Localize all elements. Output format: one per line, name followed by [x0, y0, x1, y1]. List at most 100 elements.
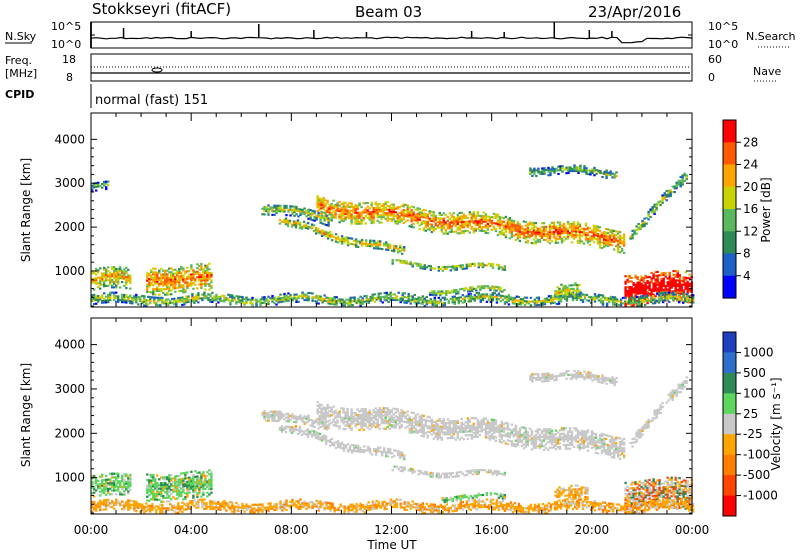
- heatmap-cell: [160, 290, 162, 292]
- heatmap-cell: [377, 420, 379, 422]
- heatmap-cell: [206, 279, 208, 281]
- heatmap-cell: [158, 285, 160, 287]
- heatmap-cell: [233, 299, 235, 301]
- heatmap-cell: [509, 217, 511, 219]
- heatmap-cell: [380, 298, 382, 300]
- heatmap-cell: [535, 226, 537, 228]
- heatmap-cell: [496, 302, 498, 304]
- heatmap-cell: [295, 226, 297, 228]
- heatmap-cell: [350, 213, 352, 215]
- heatmap-cell: [129, 295, 131, 297]
- heatmap-cell: [451, 225, 453, 227]
- heatmap-cell: [455, 439, 457, 441]
- heatmap-cell: [129, 282, 131, 284]
- heatmap-cell: [682, 184, 684, 186]
- heatmap-cell: [477, 428, 479, 430]
- heatmap-cell: [210, 287, 212, 289]
- heatmap-cell: [330, 219, 332, 221]
- heatmap-cell: [601, 440, 603, 442]
- heatmap-cell: [602, 300, 604, 302]
- heatmap-cell: [219, 298, 221, 300]
- heatmap-cell: [519, 223, 521, 225]
- heatmap-cell: [385, 418, 387, 420]
- heatmap-cell: [463, 226, 465, 228]
- heatmap-cell: [539, 228, 541, 230]
- heatmap-cell: [561, 171, 563, 173]
- heatmap-cell: [545, 230, 547, 232]
- heatmap-cell: [159, 304, 161, 306]
- heatmap-cell: [415, 418, 417, 420]
- heatmap-cell: [686, 176, 688, 178]
- heatmap-cell: [371, 202, 373, 204]
- heatmap-cell: [492, 267, 494, 269]
- heatmap-cell: [387, 201, 389, 203]
- heatmap-cell: [401, 253, 403, 255]
- heatmap-cell: [387, 407, 389, 409]
- heatmap-cell: [525, 427, 527, 429]
- heatmap-cell: [440, 268, 442, 270]
- heatmap-cell: [394, 293, 396, 295]
- heatmap-cell: [660, 283, 662, 285]
- heatmap-cell: [343, 301, 345, 303]
- heatmap-cell: [686, 178, 688, 180]
- heatmap-cell: [275, 212, 277, 214]
- heatmap-cell: [208, 283, 210, 285]
- heatmap-cell: [403, 246, 405, 248]
- heatmap-cell: [313, 210, 315, 212]
- heatmap-cell: [439, 294, 441, 296]
- freq-tick-bottom: 8: [66, 71, 73, 84]
- heatmap-cell: [541, 430, 543, 432]
- heatmap-cell: [387, 220, 389, 222]
- heatmap-cell: [621, 250, 623, 252]
- heatmap-cell: [434, 268, 436, 270]
- heatmap-cell: [255, 302, 257, 304]
- heatmap-cell: [457, 422, 459, 424]
- heatmap-cell: [572, 293, 574, 295]
- heatmap-cell: [373, 214, 375, 216]
- heatmap-cell: [451, 214, 453, 216]
- heatmap-cell: [393, 250, 395, 252]
- heatmap-cell: [289, 294, 291, 296]
- heatmap-cell: [107, 285, 109, 287]
- heatmap-cell: [601, 242, 603, 244]
- heatmap-cell: [420, 302, 422, 304]
- heatmap-cell: [621, 248, 623, 250]
- heatmap-cell: [350, 221, 352, 223]
- heatmap-cell: [487, 420, 489, 422]
- heatmap-cell: [593, 167, 595, 169]
- heatmap-cell: [623, 241, 625, 243]
- heatmap-cell: [301, 297, 303, 299]
- heatmap-cell: [121, 276, 123, 278]
- heatmap-cell: [454, 303, 456, 305]
- heatmap-cell: [480, 301, 482, 303]
- heatmap-cell: [585, 434, 587, 436]
- heatmap-cell: [187, 301, 189, 303]
- heatmap-cell: [315, 219, 317, 221]
- heatmap-cell: [527, 242, 529, 244]
- heatmap-cell: [580, 297, 582, 299]
- heatmap-cell: [190, 284, 192, 286]
- heatmap-cell: [623, 237, 625, 239]
- heatmap-cell: [535, 175, 537, 177]
- heatmap-cell: [477, 419, 479, 421]
- heatmap-cell: [670, 295, 672, 297]
- heatmap-cell: [197, 294, 199, 296]
- heatmap-cell: [180, 271, 182, 273]
- heatmap-cell: [413, 223, 415, 225]
- nave-tick-top: 60: [708, 53, 722, 66]
- heatmap-cell: [439, 435, 441, 437]
- heatmap-cell: [448, 302, 450, 304]
- heatmap-cell: [541, 443, 543, 445]
- heatmap-cell: [251, 302, 253, 304]
- heatmap-cell: [210, 279, 212, 281]
- heatmap-cell: [509, 436, 511, 438]
- heatmap-cell: [392, 261, 394, 263]
- heatmap-cell: [495, 228, 497, 230]
- heatmap-cell: [486, 301, 488, 303]
- heatmap-cell: [178, 281, 180, 283]
- heatmap-cell: [354, 412, 356, 414]
- heatmap-cell: [215, 294, 217, 296]
- heatmap-cell: [271, 208, 273, 210]
- heatmap-cell: [117, 295, 119, 297]
- heatmap-cell: [367, 202, 369, 204]
